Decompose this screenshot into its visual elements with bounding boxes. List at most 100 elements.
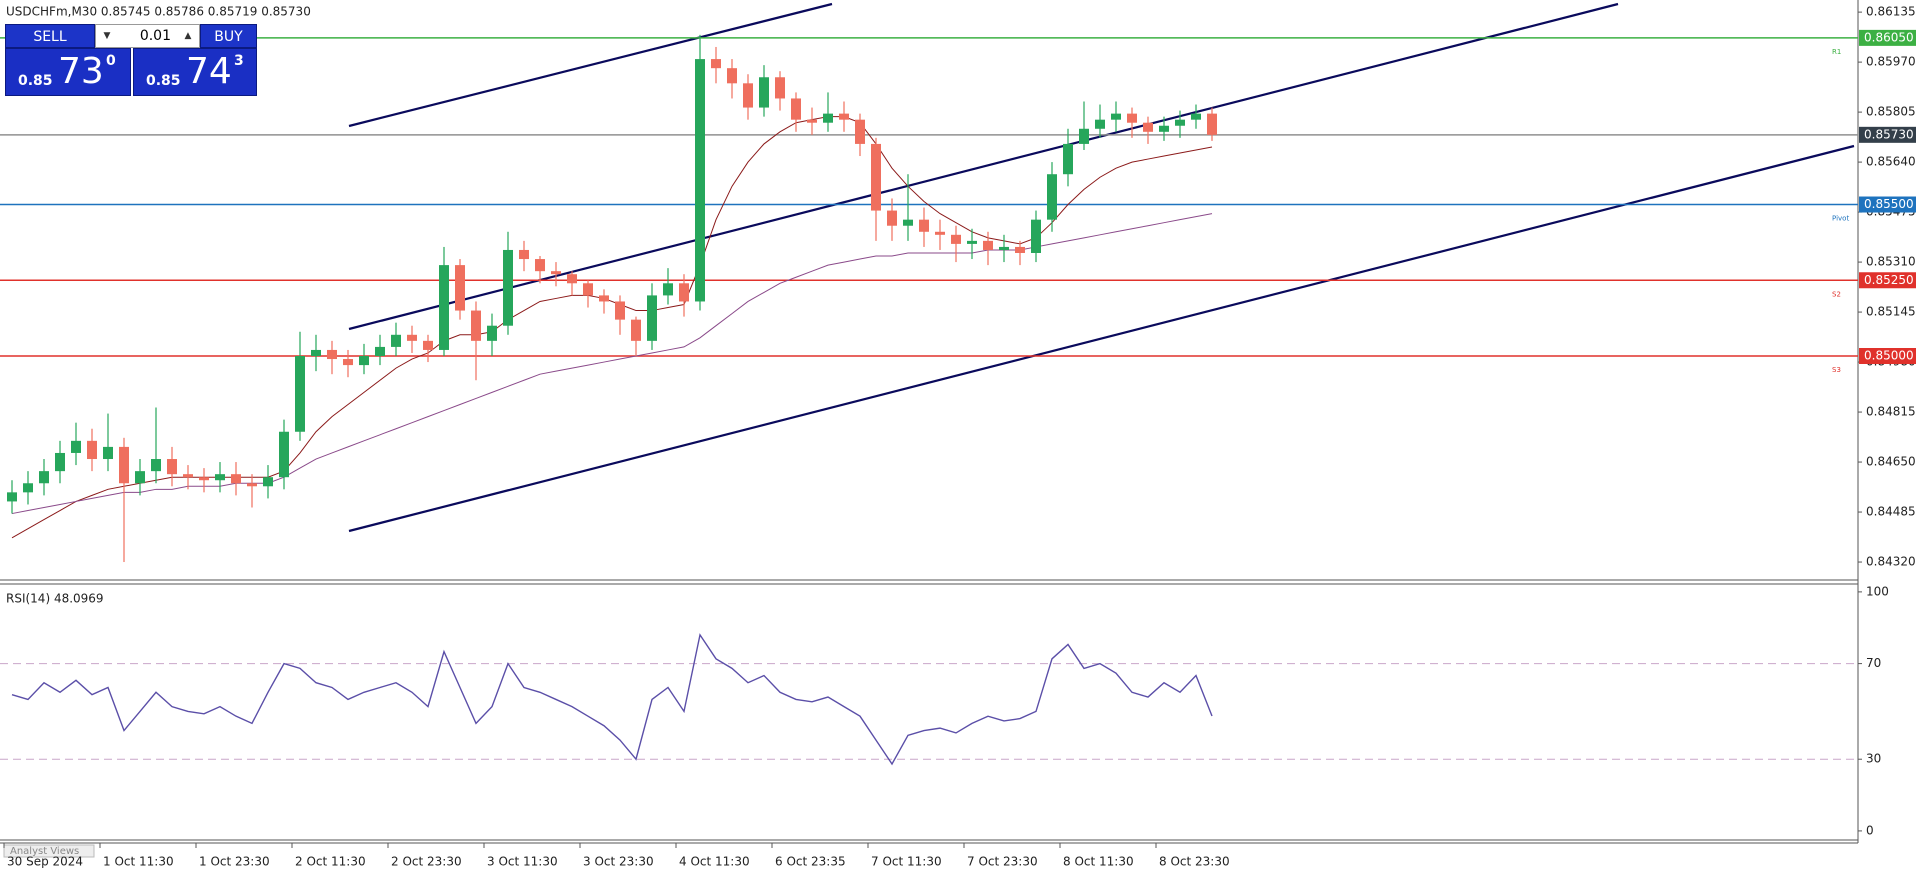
candle-body [23, 483, 33, 493]
lot-down[interactable]: ▼ [103, 31, 111, 41]
lot-input[interactable]: 0.01 [95, 24, 200, 48]
candle-body [855, 119, 865, 144]
x-tick-label: 1 Oct 23:30 [199, 855, 270, 869]
candle-body [1207, 113, 1217, 135]
candle-body [343, 359, 353, 366]
x-tick-label: 3 Oct 11:30 [487, 855, 558, 869]
level-tag: 0.86050 [1864, 30, 1914, 44]
candle-body [839, 113, 849, 120]
moving-average [11, 213, 1213, 515]
moving-average [11, 116, 1213, 539]
buy-button[interactable]: BUY [200, 24, 257, 48]
candle-body [935, 231, 945, 235]
candle-body [455, 265, 465, 311]
candle-body [551, 271, 561, 275]
candle-body [919, 219, 929, 232]
x-tick-label: 2 Oct 23:30 [391, 855, 462, 869]
candle-body [615, 301, 625, 320]
candle-body [1127, 113, 1137, 123]
level-tag: 0.85250 [1864, 273, 1914, 287]
y-tick-label: 0.84815 [1866, 405, 1916, 419]
trendline [348, 2, 833, 128]
candle-body [807, 119, 817, 123]
y-tick-label: 0.85970 [1866, 55, 1916, 69]
x-tick-label: 8 Oct 11:30 [1063, 855, 1134, 869]
footer-tab[interactable]: Analyst Views [10, 846, 79, 857]
candle-body [1191, 113, 1201, 120]
level-tag: 0.85730 [1864, 127, 1914, 141]
ask-main: 74 [186, 51, 232, 92]
level-tag-bg [1859, 29, 1916, 46]
level-tag-bg [1859, 126, 1916, 143]
candle-body [1175, 119, 1185, 126]
trendline [348, 2, 1619, 331]
candle-body [759, 77, 769, 108]
candle-body [71, 440, 81, 453]
bid-quote[interactable]: 0.85 73 0 [5, 48, 131, 96]
candle-body [695, 59, 705, 302]
candle-body [311, 349, 321, 357]
trendlines [348, 2, 1855, 533]
candle-body [791, 98, 801, 120]
candle-body [1047, 174, 1057, 220]
x-tick-label: 8 Oct 23:30 [1159, 855, 1230, 869]
candle-body [599, 295, 609, 302]
ask-big: 0.85 [146, 73, 181, 89]
y-tick-label: 30 [1866, 752, 1881, 766]
y-tick-label: 0.85640 [1866, 155, 1916, 169]
candle-body [167, 459, 177, 475]
candle-body [215, 474, 225, 481]
candle-body [663, 283, 673, 296]
candle-body [583, 283, 593, 296]
level-tag-bg [1859, 348, 1916, 365]
candle-body [439, 265, 449, 350]
candle-body [295, 356, 305, 432]
candle-body [903, 219, 913, 226]
lot-up[interactable]: ▲ [184, 31, 192, 41]
candle-body [567, 274, 577, 284]
candle-body [999, 246, 1009, 250]
level-tag: 0.85000 [1864, 349, 1914, 363]
candle-body [887, 210, 897, 226]
candle-body [279, 431, 289, 478]
level-tag-bg [1859, 196, 1916, 213]
candle-body [359, 356, 369, 366]
bid-small: 0 [106, 53, 116, 69]
candle-body [1095, 119, 1105, 129]
level-name: Pivot [1832, 215, 1849, 223]
candle-body [183, 474, 193, 478]
level-name: R1 [1832, 48, 1841, 56]
candle-body [231, 474, 241, 484]
candle-body [1015, 246, 1025, 253]
candle-body [983, 240, 993, 250]
level-tag-bg [1859, 272, 1916, 289]
x-tick-label: 30 Sep 2024 [7, 855, 83, 869]
sell-button[interactable]: SELL [5, 24, 95, 48]
y-tick-label: 0.84320 [1866, 555, 1916, 569]
ask-quote[interactable]: 0.85 74 3 [133, 48, 257, 96]
ask-small: 3 [234, 53, 244, 69]
candle-body [727, 68, 737, 84]
candle-body [519, 249, 529, 260]
y-tick-label: 100 [1866, 584, 1889, 598]
x-tick-label: 7 Oct 11:30 [871, 855, 942, 869]
candle-body [679, 283, 689, 302]
candle-body [247, 483, 257, 487]
candle-body [423, 340, 433, 350]
trendline [348, 144, 1855, 533]
candle-body [823, 113, 833, 123]
y-tick-label: 0.84650 [1866, 455, 1916, 469]
rsi-line [11, 633, 1213, 766]
level-tag: 0.85500 [1864, 197, 1914, 211]
candle-body [647, 295, 657, 341]
candle-body [327, 349, 337, 360]
trade-panel: SELL 0.01 ▼ ▲ BUY 0.85 73 0 0.85 74 3 [5, 24, 257, 96]
candle-body [391, 334, 401, 347]
y-tick-label: 0.86135 [1866, 5, 1916, 19]
candle-body [487, 325, 497, 341]
candle-body [871, 143, 881, 211]
candle-body [1159, 125, 1169, 132]
candle-body [407, 334, 417, 341]
